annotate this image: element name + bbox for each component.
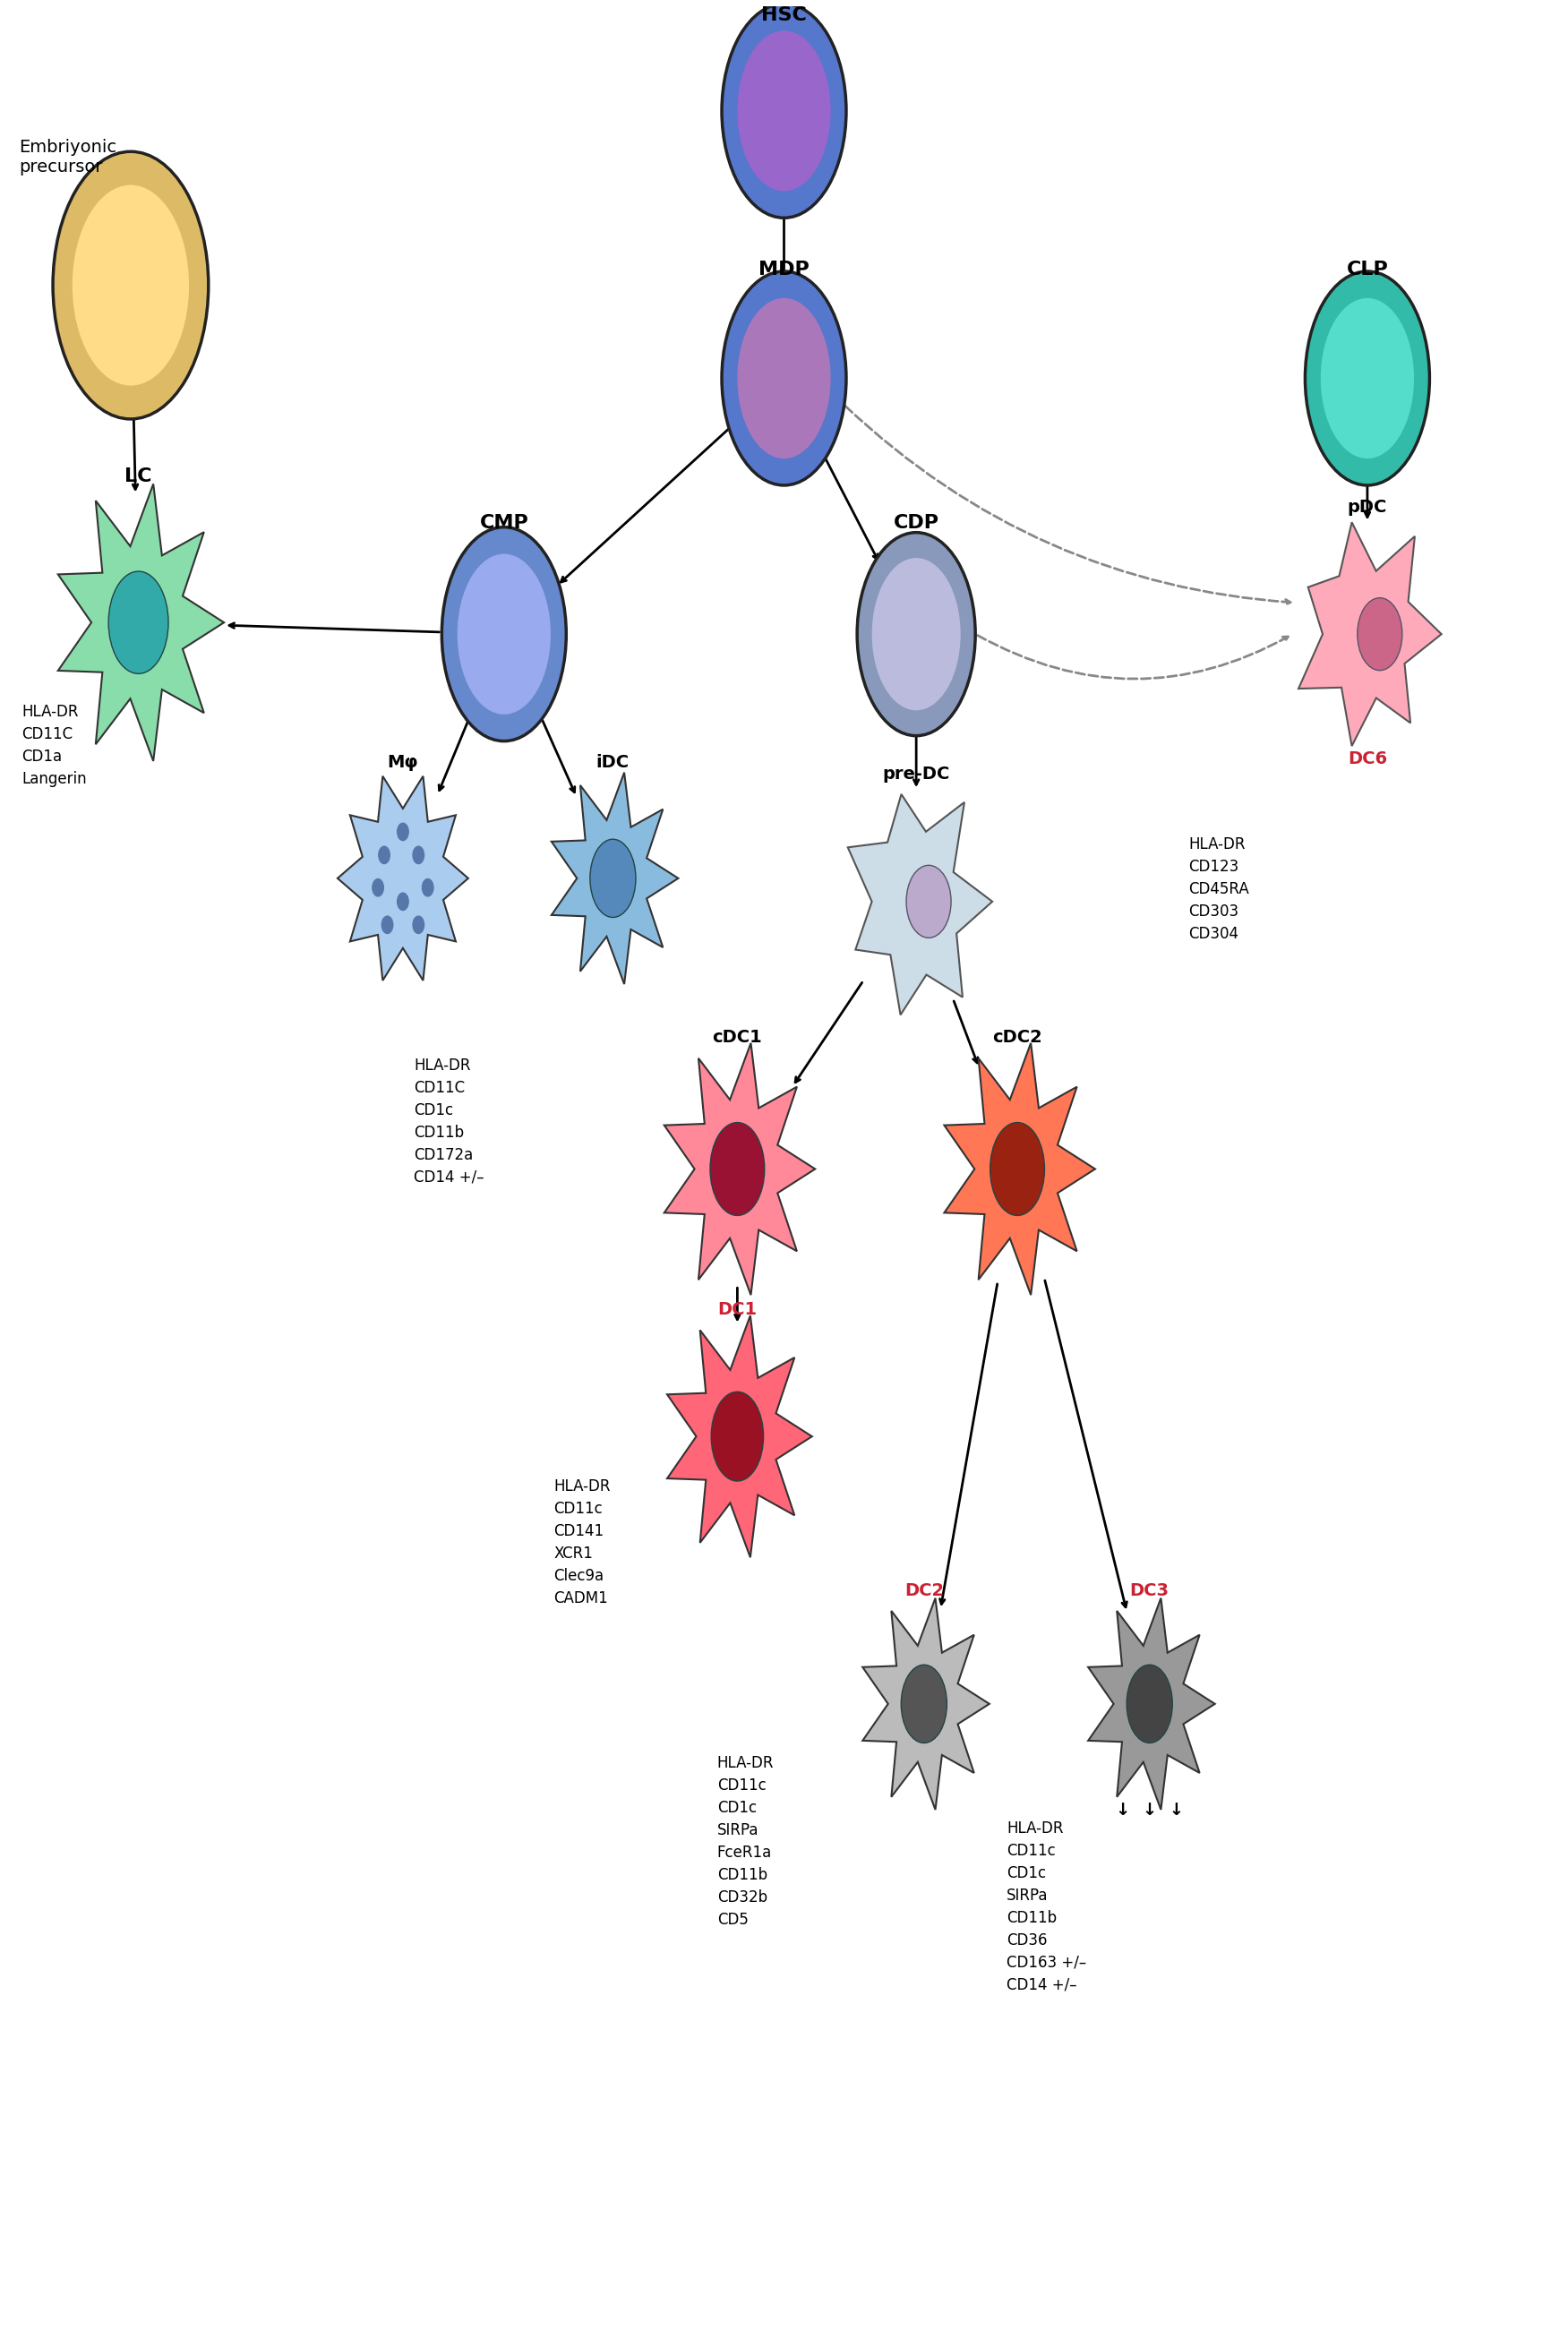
Ellipse shape [1305,271,1430,486]
Ellipse shape [458,554,550,715]
Text: DC2: DC2 [905,1583,944,1599]
Ellipse shape [906,865,952,938]
Text: HLA-DR
CD11c
CD141
XCR1
Clec9a
CADM1: HLA-DR CD11c CD141 XCR1 Clec9a CADM1 [554,1478,610,1606]
Ellipse shape [989,1122,1044,1216]
Text: pDC: pDC [1347,498,1388,514]
Ellipse shape [1127,1665,1173,1742]
Text: cDC2: cDC2 [993,1029,1043,1045]
Ellipse shape [712,1391,764,1480]
Polygon shape [1088,1599,1215,1810]
Ellipse shape [710,1122,765,1216]
Polygon shape [848,795,993,1015]
Text: CMP: CMP [480,514,528,531]
Polygon shape [1298,521,1441,746]
Text: HLA-DR
CD123
CD45RA
CD303
CD304: HLA-DR CD123 CD45RA CD303 CD304 [1189,837,1250,942]
Circle shape [422,879,434,898]
Circle shape [378,846,390,865]
Text: DC1: DC1 [718,1300,757,1319]
Text: HLA-DR
CD11c
CD1c
SIRPa
FceR1a
CD11b
CD32b
CD5: HLA-DR CD11c CD1c SIRPa FceR1a CD11b CD3… [717,1756,775,1929]
Text: HSC: HSC [760,7,808,23]
Polygon shape [862,1599,989,1810]
Text: pre-DC: pre-DC [883,767,950,783]
Polygon shape [58,484,224,762]
Ellipse shape [737,297,831,458]
Polygon shape [944,1043,1094,1295]
Text: ↓  ↓  ↓: ↓ ↓ ↓ [1115,1803,1184,1819]
Text: CLP: CLP [1347,260,1388,278]
Text: HLA-DR
CD11c
CD1c
SIRPa
CD11b
CD36
CD163 +/–
CD14 +/–: HLA-DR CD11c CD1c SIRPa CD11b CD36 CD163… [1007,1821,1087,1992]
Text: Embriyonic
precursor: Embriyonic precursor [19,138,116,175]
Text: DC3: DC3 [1131,1583,1170,1599]
Text: cDC1: cDC1 [712,1029,762,1045]
Ellipse shape [590,839,635,916]
Text: LC: LC [125,468,152,486]
Text: CDP: CDP [894,514,939,531]
Ellipse shape [902,1665,947,1742]
Ellipse shape [858,533,975,736]
Ellipse shape [1320,297,1414,458]
Text: Mφ: Mφ [387,755,419,772]
Circle shape [372,879,384,898]
Ellipse shape [72,185,190,386]
Ellipse shape [721,5,847,217]
Text: MDP: MDP [759,260,809,278]
Ellipse shape [1358,599,1402,671]
Ellipse shape [442,526,566,741]
Polygon shape [552,772,679,984]
Text: HLA-DR
CD11C
CD1a
Langerin: HLA-DR CD11C CD1a Langerin [22,704,86,788]
Text: DC6: DC6 [1347,750,1388,767]
Ellipse shape [721,271,847,486]
Ellipse shape [737,30,831,192]
Ellipse shape [872,559,961,711]
Circle shape [412,916,425,935]
Text: HLA-DR
CD11C
CD1c
CD11b
CD172a
CD14 +/–: HLA-DR CD11C CD1c CD11b CD172a CD14 +/– [414,1057,485,1185]
Ellipse shape [108,570,168,673]
Circle shape [397,893,409,912]
Ellipse shape [53,152,209,419]
Circle shape [381,916,394,935]
Circle shape [412,846,425,865]
Text: iDC: iDC [596,755,629,772]
Polygon shape [337,776,469,980]
Circle shape [397,823,409,842]
Polygon shape [665,1043,815,1295]
Polygon shape [666,1316,812,1557]
